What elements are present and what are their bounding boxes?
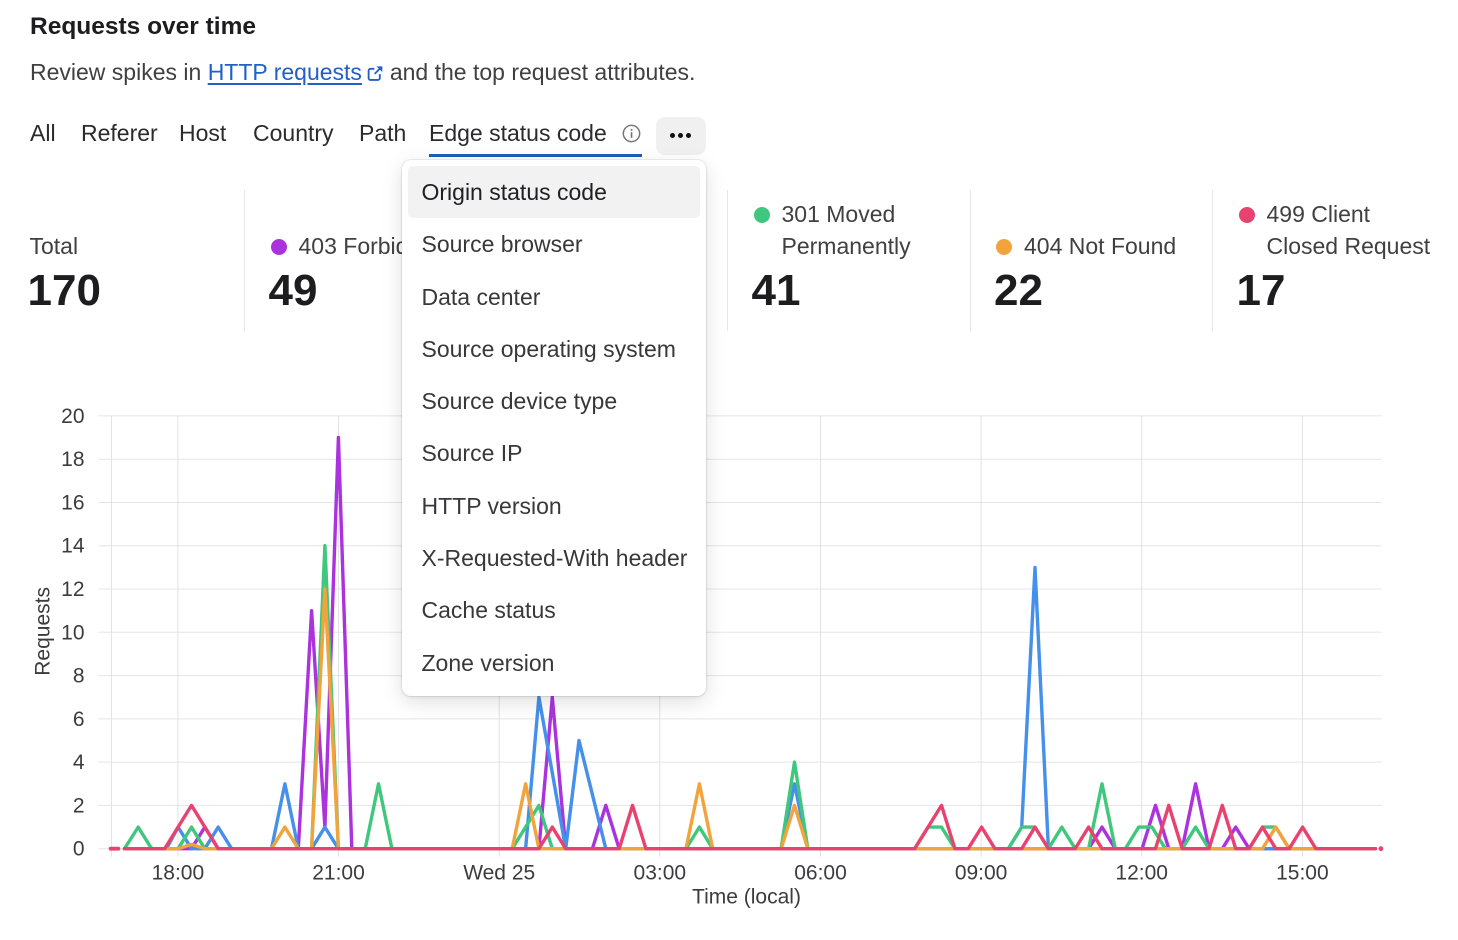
svg-text:16: 16 <box>61 492 84 515</box>
svg-text:2: 2 <box>73 794 85 817</box>
svg-text:0: 0 <box>73 838 85 861</box>
svg-text:18:00: 18:00 <box>152 862 205 885</box>
svg-text:06:00: 06:00 <box>794 862 847 885</box>
svg-text:12: 12 <box>61 578 84 601</box>
svg-text:12:00: 12:00 <box>1115 862 1168 885</box>
svg-text:Time (local): Time (local) <box>692 886 801 909</box>
svg-text:18: 18 <box>61 448 84 471</box>
svg-text:15:00: 15:00 <box>1276 862 1329 885</box>
svg-text:14: 14 <box>61 535 85 558</box>
svg-text:Wed 25: Wed 25 <box>463 862 535 885</box>
svg-text:4: 4 <box>73 751 85 774</box>
svg-text:6: 6 <box>73 708 85 731</box>
svg-text:20: 20 <box>61 405 84 428</box>
svg-text:03:00: 03:00 <box>634 862 687 885</box>
svg-text:21:00: 21:00 <box>312 862 365 885</box>
svg-text:09:00: 09:00 <box>955 862 1008 885</box>
svg-text:8: 8 <box>73 665 85 688</box>
svg-text:10: 10 <box>61 621 84 644</box>
svg-text:Requests: Requests <box>32 587 55 676</box>
